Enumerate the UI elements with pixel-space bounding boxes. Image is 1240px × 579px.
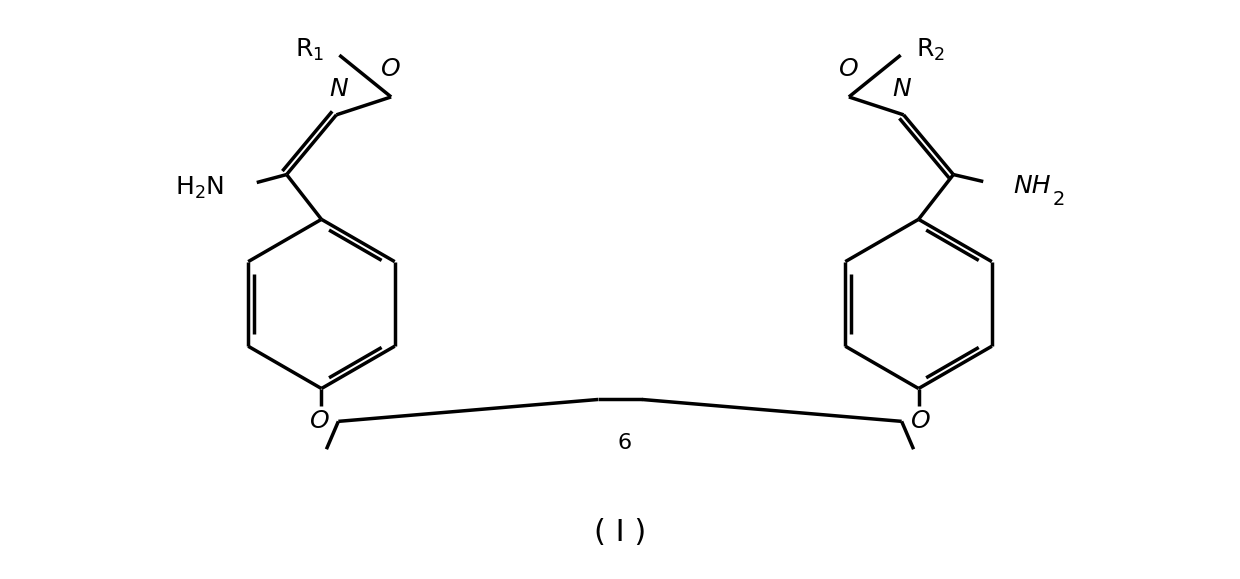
Text: R$_2$: R$_2$ (915, 37, 945, 63)
Text: O: O (381, 57, 401, 81)
Text: N: N (329, 77, 347, 101)
Text: N: N (893, 77, 911, 101)
Text: 2: 2 (1053, 190, 1065, 209)
Text: ( I ): ( I ) (594, 518, 646, 547)
Text: O: O (839, 57, 859, 81)
Text: 6: 6 (618, 433, 632, 453)
Text: H$_2$N: H$_2$N (175, 174, 224, 200)
Text: NH: NH (1013, 174, 1050, 199)
Text: R$_1$: R$_1$ (295, 37, 325, 63)
Text: O: O (310, 409, 330, 433)
Text: O: O (910, 409, 930, 433)
